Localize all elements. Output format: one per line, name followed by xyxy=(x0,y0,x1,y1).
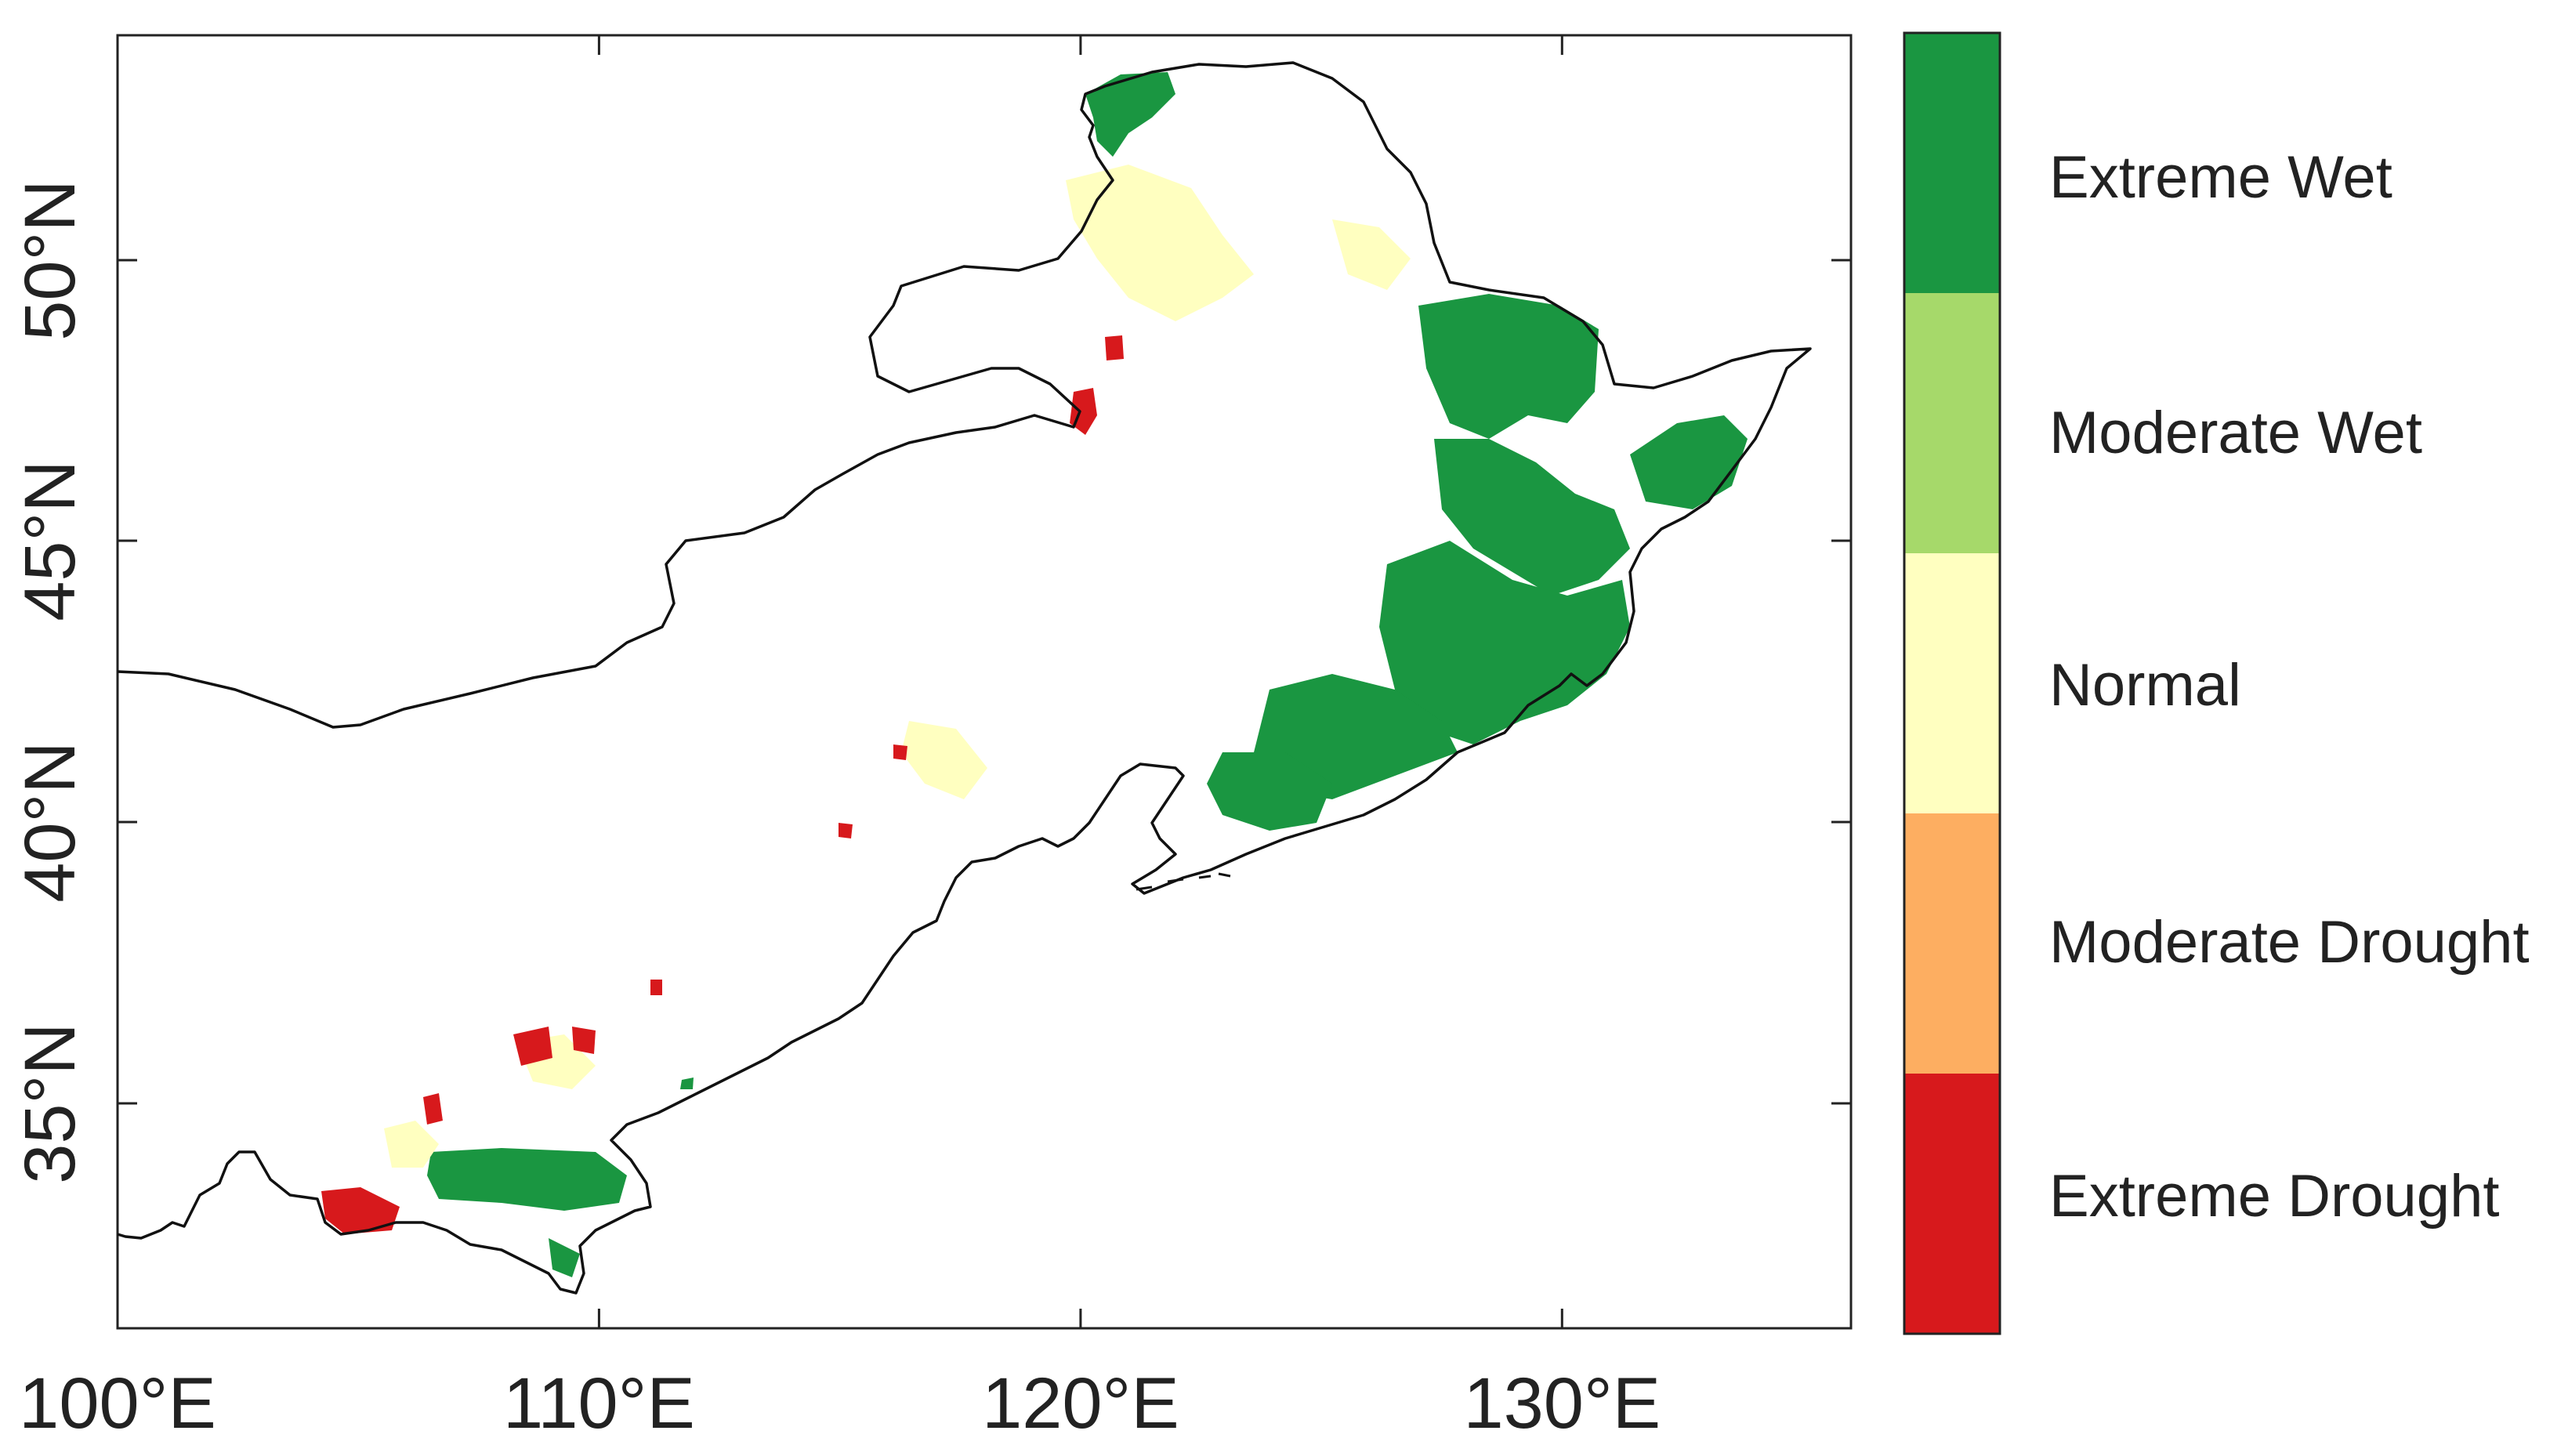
legend-swatch-moderate-drought xyxy=(1904,813,2000,1074)
normal-areas xyxy=(384,165,1411,1168)
coastal-islands xyxy=(1136,872,1231,891)
legend-label-moderate-drought: Moderate Drought xyxy=(2049,909,2530,976)
legend-swatch-normal xyxy=(1904,553,2000,813)
extreme-drought-areas xyxy=(321,335,1124,1234)
y-axis-ticks xyxy=(118,259,1851,1105)
legend-swatch-extreme-wet xyxy=(1904,33,2000,293)
x-tick-label-130e: 130°E xyxy=(1463,1364,1661,1443)
legend-label-extreme-drought: Extreme Drought xyxy=(2049,1163,2499,1230)
x-tick-label-120e: 120°E xyxy=(982,1364,1179,1443)
legend-colorbar xyxy=(1903,31,2001,1335)
x-tick-label-110e: 110°E xyxy=(503,1364,695,1443)
y-tick-label-50n: 50°N xyxy=(10,179,90,341)
legend-swatch-moderate-wet xyxy=(1904,293,2000,553)
y-tick-label-45n: 45°N xyxy=(10,460,90,621)
legend-frame xyxy=(1903,31,2001,1335)
legend-swatch-extreme-drought xyxy=(1904,1074,2000,1334)
legend-label-extreme-wet: Extreme Wet xyxy=(2049,144,2392,211)
y-tick-label-40n: 40°N xyxy=(10,741,90,903)
x-tick-label-100e: 100°E xyxy=(19,1364,216,1443)
legend-label-moderate-wet: Moderate Wet xyxy=(2049,400,2422,466)
legend-label-normal: Normal xyxy=(2049,652,2241,719)
y-tick-label-35n: 35°N xyxy=(10,1023,90,1184)
extreme-wet-areas xyxy=(427,72,1748,1277)
x-axis-ticks xyxy=(116,35,1563,1328)
region-boundary xyxy=(117,61,1812,1295)
